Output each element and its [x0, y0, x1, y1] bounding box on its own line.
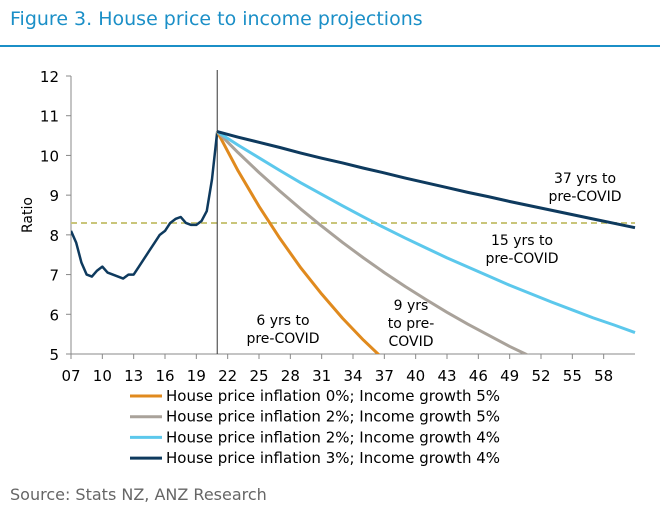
- series-line: [216, 130, 636, 230]
- y-tick-label: 5: [49, 346, 59, 364]
- annotation: 15 yrs to: [491, 233, 553, 249]
- x-tick-label: 40: [406, 367, 425, 385]
- x-tick-label: 10: [93, 367, 112, 385]
- x-tick-label: 25: [249, 367, 268, 385]
- legend-label: House price inflation 0%; Income growth …: [166, 387, 500, 405]
- annotation: 9 yrs: [394, 298, 429, 314]
- annotation: to pre-: [388, 316, 435, 332]
- x-tick-label: 46: [469, 367, 488, 385]
- y-axis-label: Ratio: [20, 197, 36, 233]
- x-tick-label: 28: [281, 367, 300, 385]
- x-tick-label: 16: [155, 367, 174, 385]
- x-tick-label: 52: [531, 367, 550, 385]
- annotation: pre-COVID: [548, 189, 621, 205]
- annotation: COVID: [388, 334, 433, 350]
- x-tick-label: 55: [563, 367, 582, 385]
- y-tick-label: 7: [49, 267, 59, 285]
- series-line: [215, 130, 381, 354]
- x-tick-label: 22: [218, 367, 237, 385]
- y-tick-label: 9: [49, 187, 59, 205]
- x-tick-label: 19: [187, 367, 206, 385]
- x-tick-label: 31: [312, 367, 331, 385]
- annotation: 6 yrs to: [256, 313, 309, 329]
- x-tick-label: 34: [343, 367, 362, 385]
- annotation: pre-COVID: [246, 331, 319, 347]
- series-line: [71, 131, 219, 280]
- x-tick-label: 58: [594, 367, 613, 385]
- y-tick-label: 12: [40, 68, 59, 86]
- x-tick-label: 49: [500, 367, 519, 385]
- y-tick-label: 10: [40, 147, 59, 165]
- chart-title: Figure 3. House price to income projecti…: [10, 8, 423, 30]
- legend-label: House price inflation 3%; Income growth …: [166, 449, 500, 467]
- y-tick-label: 11: [40, 108, 59, 126]
- y-tick-label: 6: [49, 306, 59, 324]
- x-tick-label: 43: [437, 367, 456, 385]
- y-tick-label: 8: [49, 227, 59, 245]
- legend-label: House price inflation 2%; Income growth …: [166, 428, 500, 446]
- x-tick-label: 37: [375, 367, 394, 385]
- title-rule: [0, 45, 660, 47]
- series-line: [216, 130, 530, 354]
- x-tick-label: 07: [61, 367, 80, 385]
- legend-label: House price inflation 2%; Income growth …: [166, 408, 500, 426]
- x-tick-label: 13: [124, 367, 143, 385]
- annotation: 37 yrs to: [554, 171, 616, 187]
- annotation: pre-COVID: [485, 251, 558, 267]
- plot: [71, 130, 636, 354]
- source: Source: Stats NZ, ANZ Research: [10, 485, 267, 504]
- series-line: [216, 130, 636, 334]
